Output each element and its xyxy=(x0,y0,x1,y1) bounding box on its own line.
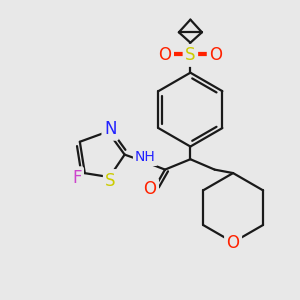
Text: O: O xyxy=(226,235,240,253)
Text: S: S xyxy=(105,172,116,190)
Text: S: S xyxy=(185,46,196,64)
Text: O: O xyxy=(158,46,172,64)
Text: F: F xyxy=(72,169,82,187)
Text: O: O xyxy=(143,180,157,198)
Text: NH: NH xyxy=(135,150,156,164)
Text: O: O xyxy=(209,46,222,64)
Text: N: N xyxy=(104,120,116,138)
